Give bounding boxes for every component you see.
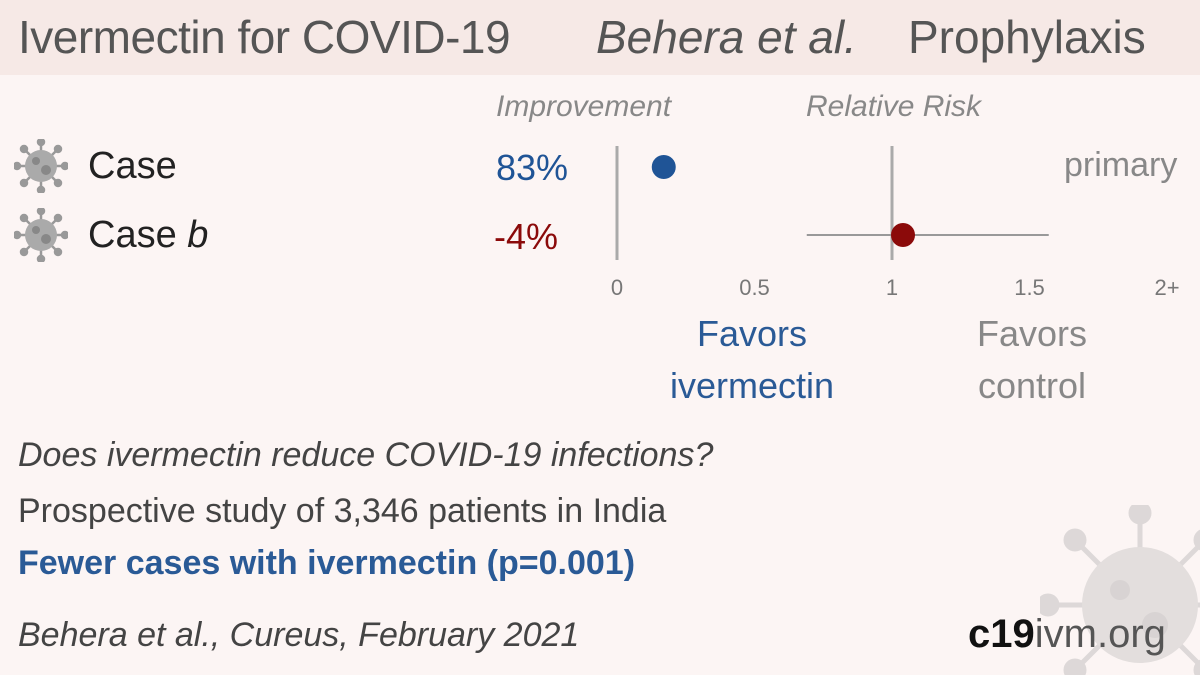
study-design: Prospective study of 3,346 patients in I… [18, 492, 667, 530]
outcome-label-case-b: Case b [88, 214, 209, 256]
x-tick-label: 2+ [1154, 275, 1179, 300]
outcome-label-case: Case [88, 145, 177, 187]
improvement-value-case-b: -4% [494, 216, 559, 257]
title-bar: Ivermectin for COVID-19 Behera et al. Pr… [0, 0, 1200, 75]
title-main: Ivermectin for COVID-19 [18, 11, 511, 63]
virus-icon [14, 139, 68, 193]
relative-risk-point [651, 155, 676, 179]
favors-control-label: Favors control [976, 313, 1088, 406]
x-tick-label: 1 [886, 275, 898, 300]
title-category: Prophylaxis [908, 11, 1146, 63]
background-virus-icon [1040, 505, 1200, 675]
relative-risk-column-header: Relative Risk [806, 90, 982, 123]
improvement-column-header: Improvement [496, 90, 672, 123]
relative-risk-point [891, 223, 915, 247]
x-tick-label: 1.5 [1014, 275, 1045, 300]
citation: Behera et al., Cureus, February 2021 [18, 616, 580, 654]
primary-outcome-label: primary [1064, 146, 1178, 184]
title-authors: Behera et al. [596, 11, 857, 63]
x-tick-label: 0 [611, 275, 623, 300]
study-conclusion: Fewer cases with ivermectin (p=0.001) [18, 544, 636, 582]
improvement-value-case: 83% [496, 147, 569, 188]
study-question: Does ivermectin reduce COVID-19 infectio… [18, 436, 714, 474]
virus-icon [14, 208, 68, 262]
favors-ivermectin-label: Favors ivermectin [669, 313, 835, 406]
site-logo[interactable]: c19ivm.org [968, 612, 1166, 656]
x-tick-label: 0.5 [739, 275, 770, 300]
